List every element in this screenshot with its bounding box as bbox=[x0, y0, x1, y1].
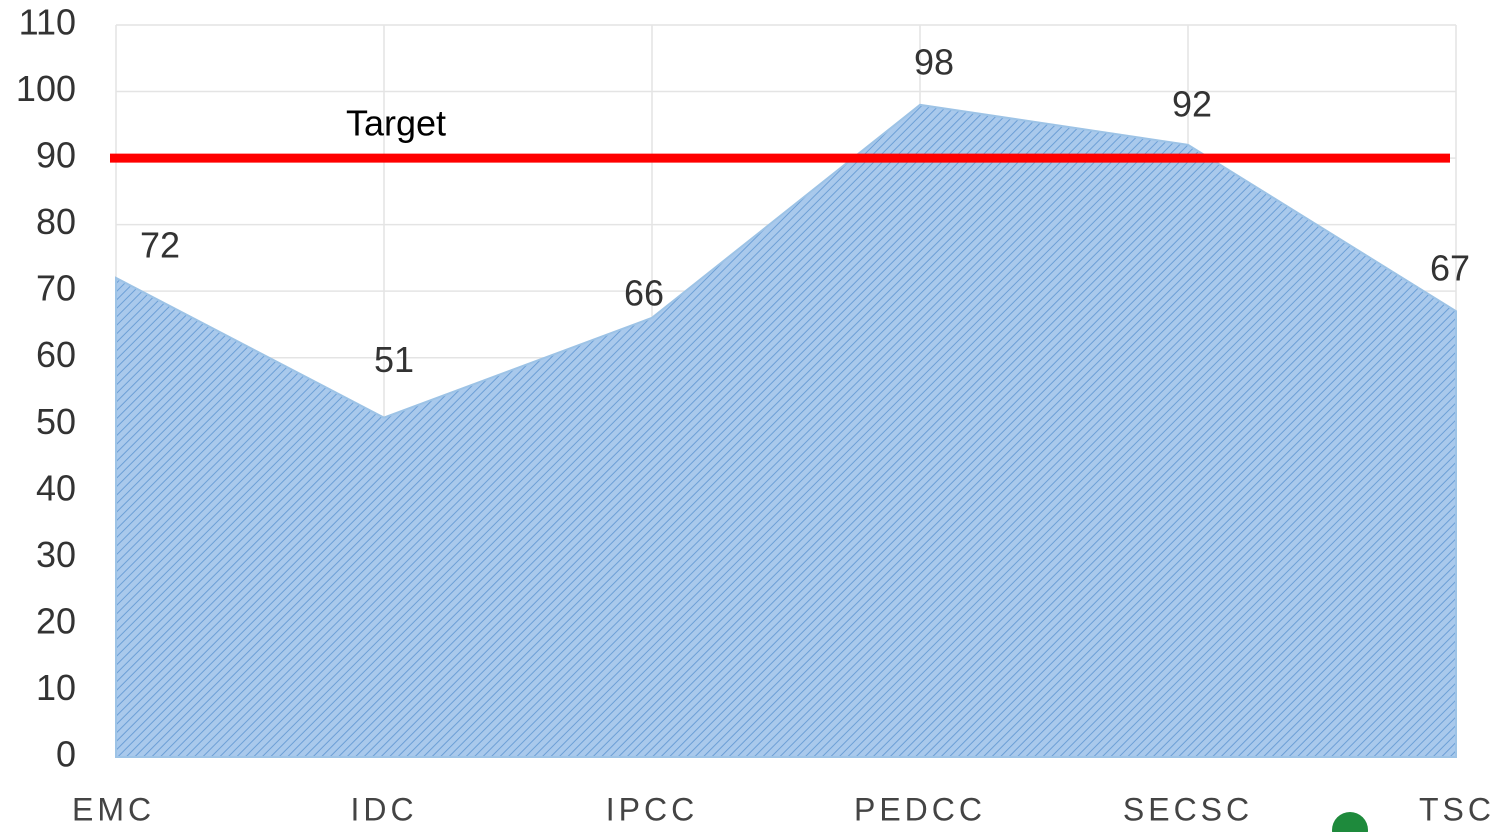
data-label: 67 bbox=[1430, 248, 1470, 289]
y-tick-label: 10 bbox=[36, 667, 76, 708]
y-tick-label: 70 bbox=[36, 268, 76, 309]
status-dot bbox=[1332, 812, 1368, 832]
y-tick-label: 40 bbox=[36, 467, 76, 508]
x-tick-label: PEDCC bbox=[854, 791, 986, 827]
area bbox=[115, 103, 1457, 758]
target-label: Target bbox=[346, 103, 446, 144]
y-tick-label: 0 bbox=[56, 734, 76, 775]
y-tick-label: 90 bbox=[36, 135, 76, 176]
y-tick-label: 50 bbox=[36, 401, 76, 442]
data-label: 98 bbox=[914, 41, 954, 82]
x-tick-label: TSC bbox=[1419, 791, 1495, 827]
x-tick-label: EMC bbox=[72, 791, 155, 827]
y-tick-label: 30 bbox=[36, 534, 76, 575]
y-tick-label: 60 bbox=[36, 334, 76, 375]
x-tick-label: IDC bbox=[350, 791, 417, 827]
data-label: 92 bbox=[1172, 83, 1212, 124]
x-tick-label: SECSC bbox=[1123, 791, 1253, 827]
x-tick-label: IPCC bbox=[606, 791, 698, 827]
y-tick-label: 20 bbox=[36, 600, 76, 641]
y-tick-label: 100 bbox=[16, 68, 76, 109]
data-label: 51 bbox=[374, 339, 414, 380]
data-label: 66 bbox=[624, 272, 664, 313]
y-tick-label: 110 bbox=[19, 2, 76, 43]
data-label: 72 bbox=[140, 224, 180, 265]
y-tick-label: 80 bbox=[36, 201, 76, 242]
